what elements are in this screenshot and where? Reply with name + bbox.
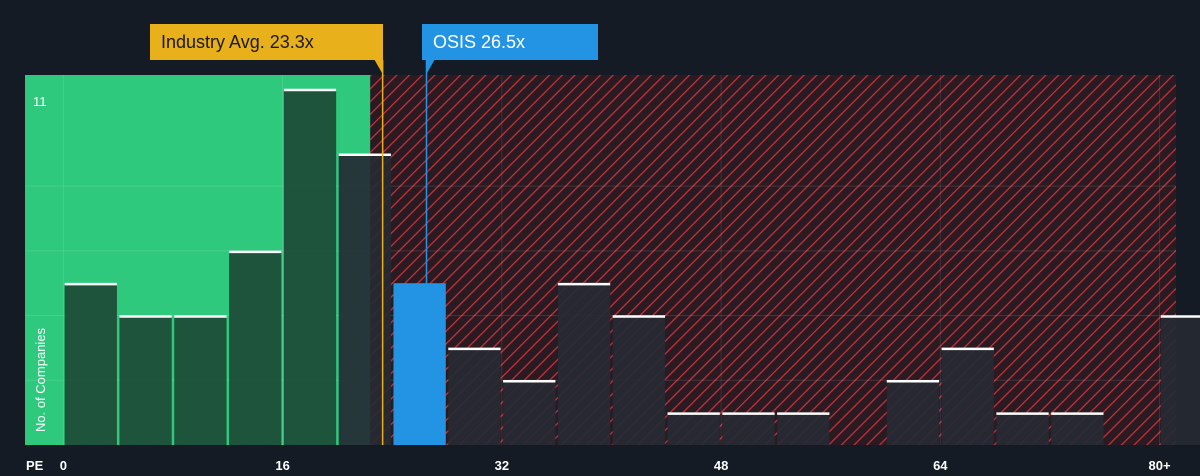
histogram-bar — [174, 315, 227, 445]
x-axis-title: PE — [26, 458, 44, 473]
histogram-bar — [64, 283, 117, 445]
histogram-bar — [996, 412, 1049, 445]
histogram-bar — [283, 89, 337, 445]
x-tick-label: 64 — [933, 458, 948, 473]
company-pe-pointer — [426, 60, 435, 74]
histogram-bar — [119, 315, 172, 445]
x-tick-label: 80+ — [1149, 458, 1171, 473]
industry-avg-pointer — [374, 60, 383, 74]
x-tick-label: 16 — [275, 458, 289, 473]
axes: PE No. of Companies 11 0 16 32 48 64 80+ — [26, 94, 1171, 473]
histogram-bar — [229, 250, 282, 445]
histogram-bar — [1160, 315, 1200, 445]
histogram-bar — [1051, 412, 1104, 445]
histogram-bar — [612, 315, 666, 445]
x-tick-label: 0 — [60, 458, 67, 473]
x-tick-label: 32 — [495, 458, 509, 473]
markers: Industry Avg. 23.3x OSIS 26.5x — [150, 24, 598, 445]
histogram-bar — [393, 283, 446, 445]
histogram-bar — [886, 380, 940, 445]
x-tick-label: 48 — [714, 458, 728, 473]
histogram-bar — [777, 412, 830, 445]
histogram-bar — [722, 412, 775, 445]
histogram-bar — [503, 380, 556, 445]
y-tick-label: 11 — [33, 94, 47, 109]
histogram-bar — [557, 283, 611, 445]
company-pe-callout — [422, 24, 598, 60]
industry-avg-label: Industry Avg. 23.3x — [161, 32, 314, 52]
y-axis-title: No. of Companies — [33, 327, 48, 432]
histogram-bar — [448, 347, 501, 445]
company-pe-label: OSIS 26.5x — [433, 32, 525, 52]
industry-avg-callout — [150, 24, 383, 60]
histogram-bar — [941, 347, 994, 445]
histogram-bar — [667, 412, 720, 445]
